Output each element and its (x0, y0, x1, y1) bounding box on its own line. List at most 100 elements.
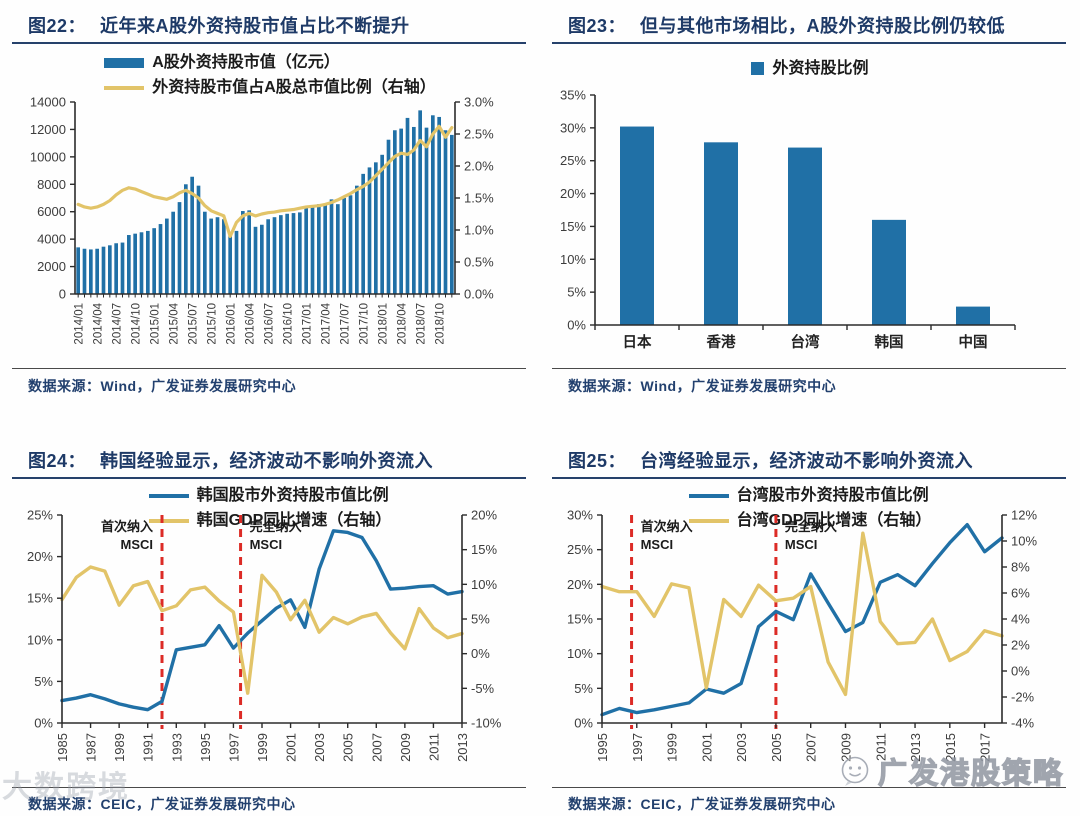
svg-text:10000: 10000 (30, 149, 66, 164)
figure-25-number: 图25： (568, 451, 627, 471)
svg-text:10%: 10% (1011, 534, 1037, 549)
svg-text:10%: 10% (567, 646, 593, 661)
square-swatch-icon (751, 62, 765, 75)
svg-text:2016/10: 2016/10 (283, 303, 295, 345)
figure-24-source: 数据来源：CEIC，广发证券发展研究中心 (28, 796, 296, 812)
svg-text:台湾: 台湾 (791, 333, 820, 351)
svg-text:1995: 1995 (595, 733, 610, 762)
svg-text:30%: 30% (560, 120, 586, 135)
svg-text:2017/07: 2017/07 (340, 303, 352, 345)
svg-text:5%: 5% (34, 674, 53, 689)
svg-text:2011: 2011 (873, 733, 888, 761)
svg-text:15%: 15% (567, 612, 593, 627)
svg-text:2001: 2001 (284, 733, 299, 762)
legend-item-blue-line: 台湾股市外资持股市值比例 (688, 485, 929, 506)
svg-text:2015/07: 2015/07 (188, 303, 200, 345)
figure-22-chart: 2014/01 2014/04 2014/07 2014/10 2015/01 2015/… (30, 95, 494, 345)
svg-text:2015: 2015 (943, 733, 958, 762)
svg-text:2017: 2017 (978, 733, 993, 762)
svg-text:2007: 2007 (369, 733, 384, 762)
figure-24-legend: 韩国股市外资持股市值比例 韩国GDP同比增速（右轴） (0, 485, 540, 531)
svg-text:完全纳入: 完全纳入 (250, 519, 302, 534)
svg-text:10%: 10% (27, 632, 53, 647)
figure-24-chart: 首次纳入 MSCI 完全纳入 MSCI 1985 1987 1989 1991 1993 1995… (27, 508, 502, 762)
svg-text:8%: 8% (1011, 560, 1030, 575)
svg-text:1989: 1989 (112, 733, 127, 762)
svg-text:1.5%: 1.5% (464, 191, 494, 206)
svg-text:0: 0 (59, 287, 66, 302)
svg-text:2001: 2001 (699, 733, 714, 762)
svg-text:2013: 2013 (455, 733, 470, 762)
source-divider (552, 787, 1066, 788)
svg-text:0%: 0% (574, 716, 593, 731)
svg-text:20%: 20% (471, 508, 497, 523)
svg-text:6%: 6% (1011, 586, 1030, 601)
svg-text:5%: 5% (567, 285, 586, 300)
svg-text:1997: 1997 (226, 733, 241, 762)
svg-text:25%: 25% (27, 508, 53, 523)
svg-text:MSCI: MSCI (785, 537, 818, 552)
svg-text:MSCI: MSCI (250, 537, 282, 552)
svg-text:首次纳入: 首次纳入 (641, 519, 693, 534)
svg-text:3.0%: 3.0% (464, 95, 494, 110)
svg-text:0%: 0% (471, 646, 490, 661)
figure-25-caption: 台湾经验显示，经济波动不影响外资流入 (640, 451, 974, 471)
source-divider (12, 787, 526, 788)
svg-text:2018/01: 2018/01 (378, 303, 390, 345)
svg-text:2%: 2% (1011, 638, 1030, 653)
svg-text:-4%: -4% (1011, 716, 1035, 731)
figure-22-source: 数据来源：Wind，广发证券发展研究中心 (28, 378, 297, 394)
figure-22-caption: 近年来A股外资持股市值占比不断提升 (100, 16, 410, 36)
title-divider (552, 477, 1066, 479)
line-swatch-icon (148, 493, 189, 498)
line-swatch-icon (688, 518, 729, 523)
svg-text:日本: 日本 (623, 333, 652, 351)
legend-label: 台湾股市外资持股市值比例 (736, 487, 929, 504)
svg-text:香港: 香港 (707, 333, 736, 351)
legend-item-line-series: 外资持股市值占A股总市值比例（右轴） (104, 77, 436, 98)
figure-24-title: 图24： 韩国经验显示，经济波动不影响外资流入 (28, 447, 526, 473)
svg-text:1985: 1985 (55, 733, 70, 762)
svg-text:20%: 20% (27, 549, 53, 564)
figure-25-legend: 台湾股市外资持股市值比例 台湾GDP同比增速（右轴） (540, 485, 1080, 531)
figure-23-legend: 外资持股比例 (540, 58, 1080, 79)
svg-text:1995: 1995 (198, 733, 213, 762)
title-divider (552, 42, 1066, 44)
svg-text:2017/04: 2017/04 (321, 302, 333, 344)
svg-text:15%: 15% (27, 591, 53, 606)
figure-25-title: 图25： 台湾经验显示，经济波动不影响外资流入 (568, 447, 1066, 473)
svg-text:12000: 12000 (30, 122, 66, 137)
svg-text:4000: 4000 (37, 232, 66, 247)
svg-text:25%: 25% (567, 542, 593, 557)
svg-text:-2%: -2% (1011, 690, 1035, 705)
svg-text:2016/07: 2016/07 (264, 303, 276, 345)
svg-text:2009: 2009 (838, 733, 853, 762)
legend-item-yellow-line: 台湾GDP同比增速（右轴） (688, 510, 931, 531)
legend-item-blue-line: 韩国股市外资持股市值比例 (148, 485, 389, 506)
figure-22-legend: A股外资持股市值（亿元） 外资持股市值占A股总市值比例（右轴） (0, 52, 540, 98)
svg-text:15%: 15% (560, 219, 586, 234)
svg-text:2017/01: 2017/01 (302, 303, 314, 345)
svg-text:1993: 1993 (169, 733, 184, 762)
svg-text:韩国: 韩国 (875, 333, 904, 351)
svg-text:20%: 20% (560, 186, 586, 201)
figure-24-panel: 图24： 韩国经验显示，经济波动不影响外资流入 韩国股市外资持股市值比例 韩国GD… (0, 435, 540, 816)
svg-text:15%: 15% (471, 542, 497, 557)
svg-text:2016/01: 2016/01 (226, 303, 238, 345)
figure-22-title: 图22： 近年来A股外资持股市值占比不断提升 (28, 12, 526, 38)
svg-text:2007: 2007 (804, 733, 819, 762)
svg-text:0%: 0% (1011, 664, 1030, 679)
svg-text:MSCI: MSCI (121, 537, 154, 552)
svg-text:2013: 2013 (908, 733, 923, 762)
figure-22-panel: 图22： 近年来A股外资持股市值占比不断提升 A股外资持股市值（亿元） 外资持股市… (0, 0, 540, 425)
svg-text:1987: 1987 (84, 733, 99, 762)
svg-text:1999: 1999 (665, 733, 680, 762)
legend-item-yellow-line: 韩国GDP同比增速（右轴） (148, 510, 391, 531)
svg-text:2014/01: 2014/01 (74, 303, 86, 345)
source-divider (552, 368, 1066, 369)
figure-23-caption: 但与其他市场相比，A股外资持股比例仍较低 (640, 16, 1006, 36)
svg-text:12%: 12% (1011, 508, 1037, 523)
svg-text:8000: 8000 (37, 177, 66, 192)
svg-text:2.0%: 2.0% (464, 159, 494, 174)
